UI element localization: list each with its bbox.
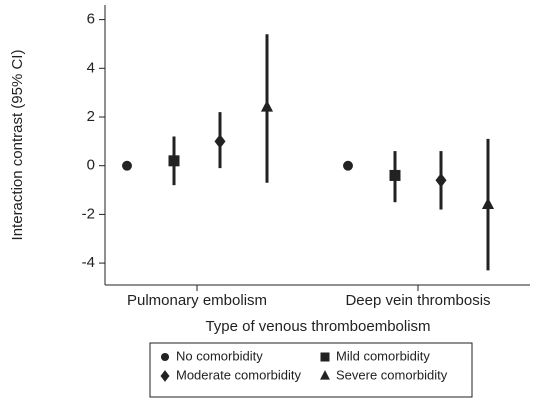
marker [160,370,170,382]
marker [168,155,180,167]
legend-label: Mild comorbidity [336,348,430,363]
legend-label: Severe comorbidity [336,367,448,382]
x-tick-label: Deep vein thrombosis [345,292,490,309]
y-axis-label: Interaction contrast (95% CI) [9,50,26,241]
marker [389,169,401,181]
y-tick-label: 4 [87,59,95,76]
y-tick-label: 0 [87,157,95,174]
x-tick-label: Pulmonary embolism [127,292,267,309]
legend-label: Moderate comorbidity [176,367,301,382]
y-tick-label: -4 [82,254,95,271]
marker [320,370,330,380]
y-tick-label: 6 [87,11,95,28]
marker [122,160,132,171]
x-axis-label: Type of venous thromboembolism [205,318,430,335]
marker [481,197,495,210]
marker [214,134,226,149]
marker [343,160,353,171]
marker [320,352,330,362]
y-tick-label: -2 [82,205,95,222]
marker [435,173,447,188]
y-tick-label: 2 [87,108,95,125]
marker [160,352,170,362]
legend-box [149,342,473,398]
legend-label: No comorbidity [176,348,263,363]
marker [260,100,274,112]
